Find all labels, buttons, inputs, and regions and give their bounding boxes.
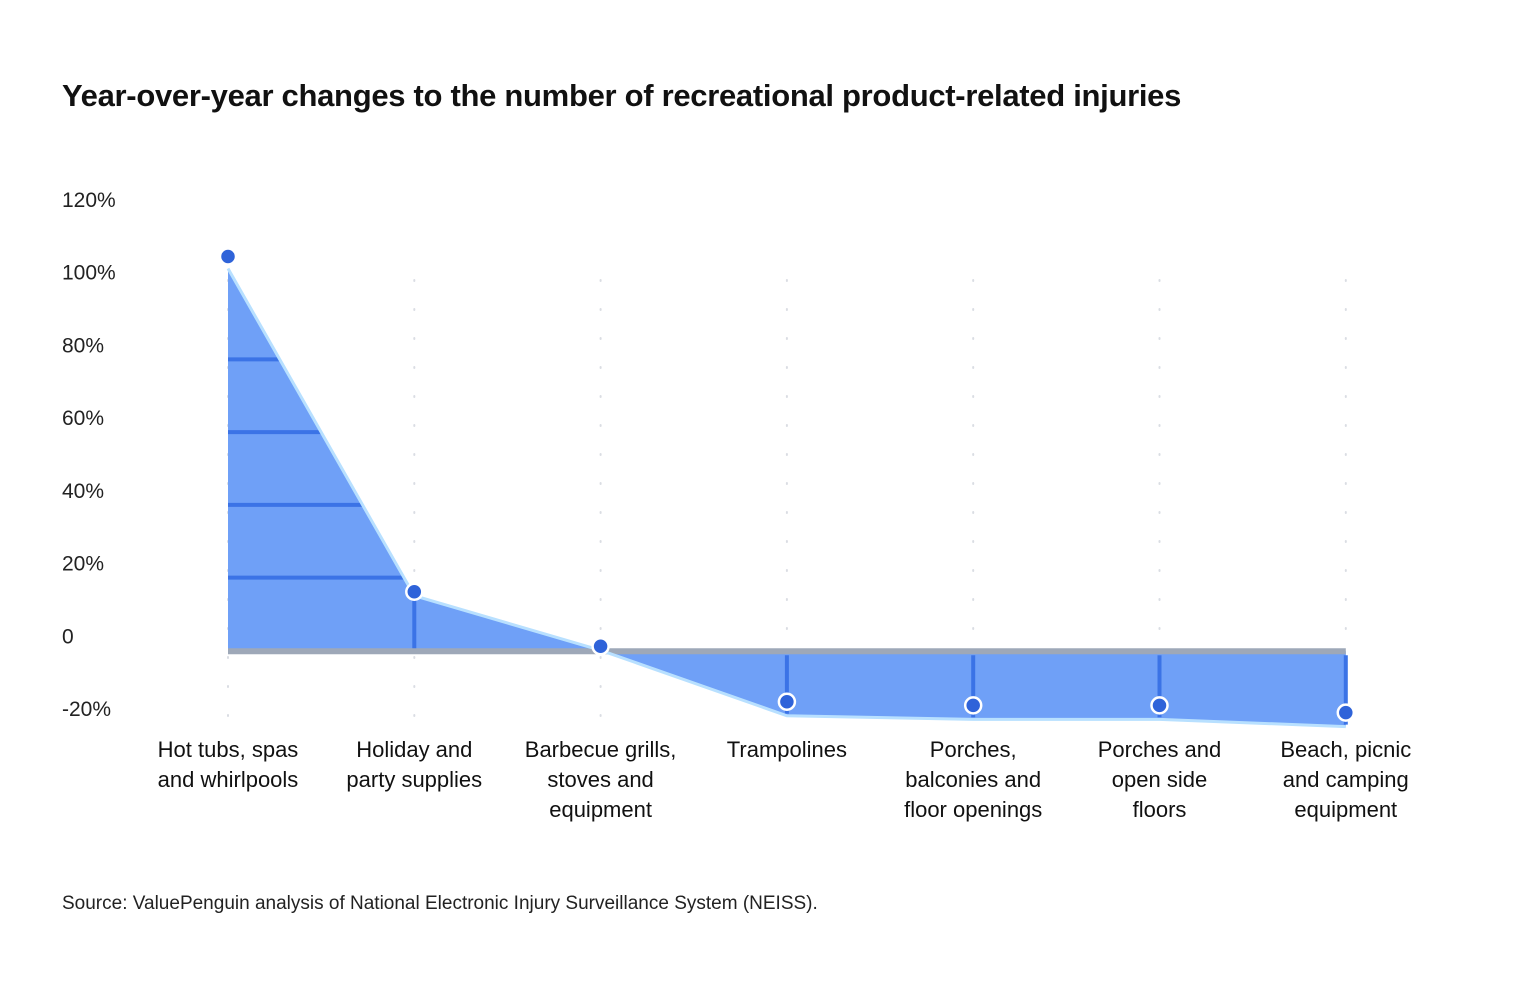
y-axis: 120% 100% 80% 60% 40% 20% 0 -20% xyxy=(62,189,116,721)
x-category-label: Beach, picnic and camping equipment xyxy=(1280,737,1411,822)
y-tick-label: 40% xyxy=(62,480,104,503)
data-point xyxy=(1336,703,1356,722)
x-category-label: Barbecue grills, stoves and equipment xyxy=(525,737,677,822)
data-point xyxy=(405,582,424,601)
area-fill xyxy=(228,268,1346,727)
y-tick-label: -20% xyxy=(62,698,111,721)
y-tick-label: 0 xyxy=(62,625,74,648)
y-tick-label: 60% xyxy=(62,407,104,430)
x-category-label: Hot tubs, spas and whirlpools xyxy=(158,737,299,792)
marker-layer xyxy=(218,247,1356,722)
data-point xyxy=(1150,696,1169,715)
data-point xyxy=(963,696,983,715)
y-tick-label: 20% xyxy=(62,553,104,576)
data-point xyxy=(218,247,238,266)
data-point xyxy=(777,692,797,711)
y-tick-label: 100% xyxy=(62,262,116,285)
x-category-label: Porches and open side floors xyxy=(1098,737,1222,822)
x-category-label: Porches, balconies and floor openings xyxy=(904,737,1042,822)
x-axis: Hot tubs, spas and whirlpools Holiday and p… xyxy=(158,737,1412,822)
chart-title: Year-over-year changes to the number of … xyxy=(62,78,1182,113)
source-note: Source: ValuePenguin analysis of Nationa… xyxy=(62,893,818,914)
data-point xyxy=(591,637,610,656)
x-category-label: Holiday and party supplies xyxy=(346,737,482,792)
y-tick-label: 80% xyxy=(62,334,104,357)
y-tick-label: 120% xyxy=(62,189,116,212)
x-category-label: Trampolines xyxy=(727,737,847,762)
